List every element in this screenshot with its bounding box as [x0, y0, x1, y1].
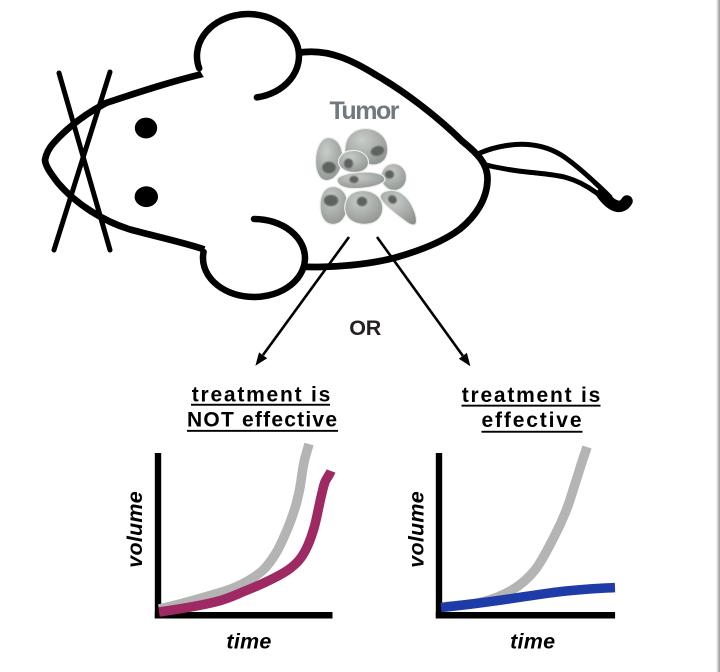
svg-text:Tumor: Tumor — [330, 97, 400, 125]
svg-text:time: time — [510, 630, 555, 654]
svg-text:OR: OR — [349, 316, 381, 340]
svg-text:NOT effective: NOT effective — [187, 408, 337, 431]
svg-text:treatment is: treatment is — [462, 384, 601, 407]
svg-text:volume: volume — [405, 491, 429, 567]
svg-text:treatment is: treatment is — [192, 383, 331, 406]
svg-text:volume: volume — [123, 491, 147, 567]
svg-text:time: time — [226, 630, 271, 654]
svg-text:effective: effective — [482, 409, 582, 432]
